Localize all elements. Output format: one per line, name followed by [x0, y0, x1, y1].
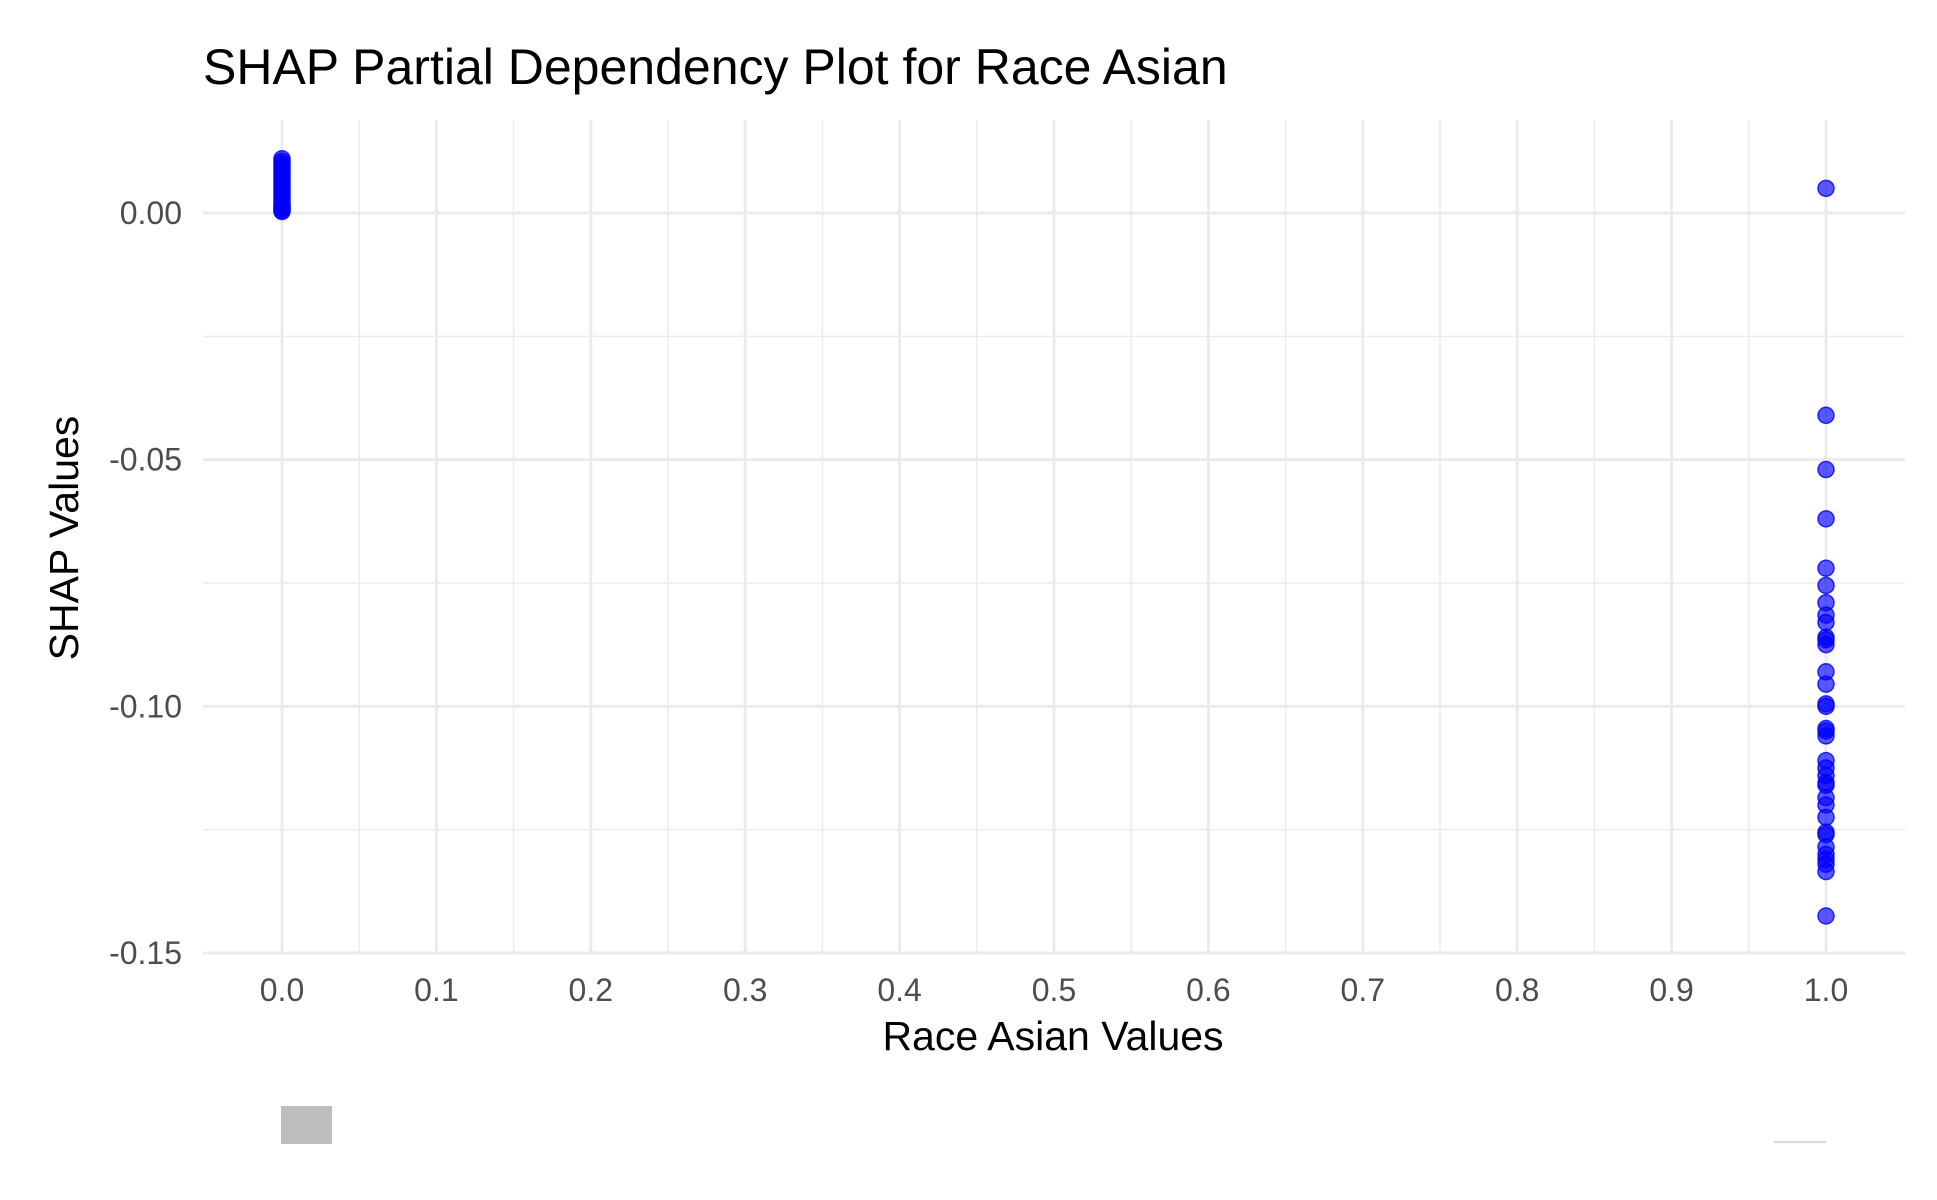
x-tick-label: 0.4 [877, 972, 921, 1008]
data-point [1817, 697, 1835, 716]
legend-swatch [281, 1106, 332, 1144]
chart-title: SHAP Partial Dependency Plot for Race As… [203, 39, 1228, 95]
x-tick-label: 0.5 [1032, 972, 1076, 1008]
data-point [273, 198, 291, 216]
data-point [1817, 179, 1835, 198]
y-tick-label: -0.05 [109, 442, 182, 478]
y-tick-label: -0.15 [109, 935, 182, 971]
legend [281, 1106, 1826, 1144]
data-point [1817, 460, 1835, 479]
data-point [1817, 862, 1835, 881]
data-point [1817, 808, 1835, 827]
x-tick-label: 0.9 [1649, 972, 1693, 1008]
data-points [273, 149, 1835, 925]
x-tick-label: 1.0 [1804, 972, 1848, 1008]
data-point [1817, 406, 1835, 425]
y-tick-label: -0.10 [109, 688, 182, 724]
x-tick-label: 0.6 [1186, 972, 1230, 1008]
x-tick-label: 0.3 [723, 972, 767, 1008]
y-axis-tick-labels: 0.00 -0.05 -0.10 -0.15 [109, 195, 182, 971]
data-point [1817, 727, 1835, 745]
data-point [1817, 510, 1835, 528]
major-gridlines [203, 120, 1905, 955]
data-point [1817, 576, 1835, 595]
data-point [1817, 613, 1835, 632]
x-tick-label: 0.2 [569, 972, 613, 1008]
data-point [1817, 675, 1835, 693]
data-point [1817, 635, 1835, 654]
x-tick-label: 0.7 [1341, 972, 1385, 1008]
x-axis-label: Race Asian Values [882, 1013, 1223, 1059]
data-point [1817, 559, 1835, 577]
x-tick-label: 0.0 [260, 972, 304, 1008]
x-tick-label: 0.1 [414, 972, 458, 1008]
x-axis-tick-labels: 0.0 0.1 0.2 0.3 0.4 0.5 0.6 0.7 0.8 0.9 1.0 [260, 972, 1848, 1008]
data-point [1817, 907, 1835, 925]
x-tick-label: 0.8 [1495, 972, 1539, 1008]
y-tick-label: 0.00 [120, 195, 182, 231]
y-axis-label: SHAP Values [41, 416, 87, 661]
